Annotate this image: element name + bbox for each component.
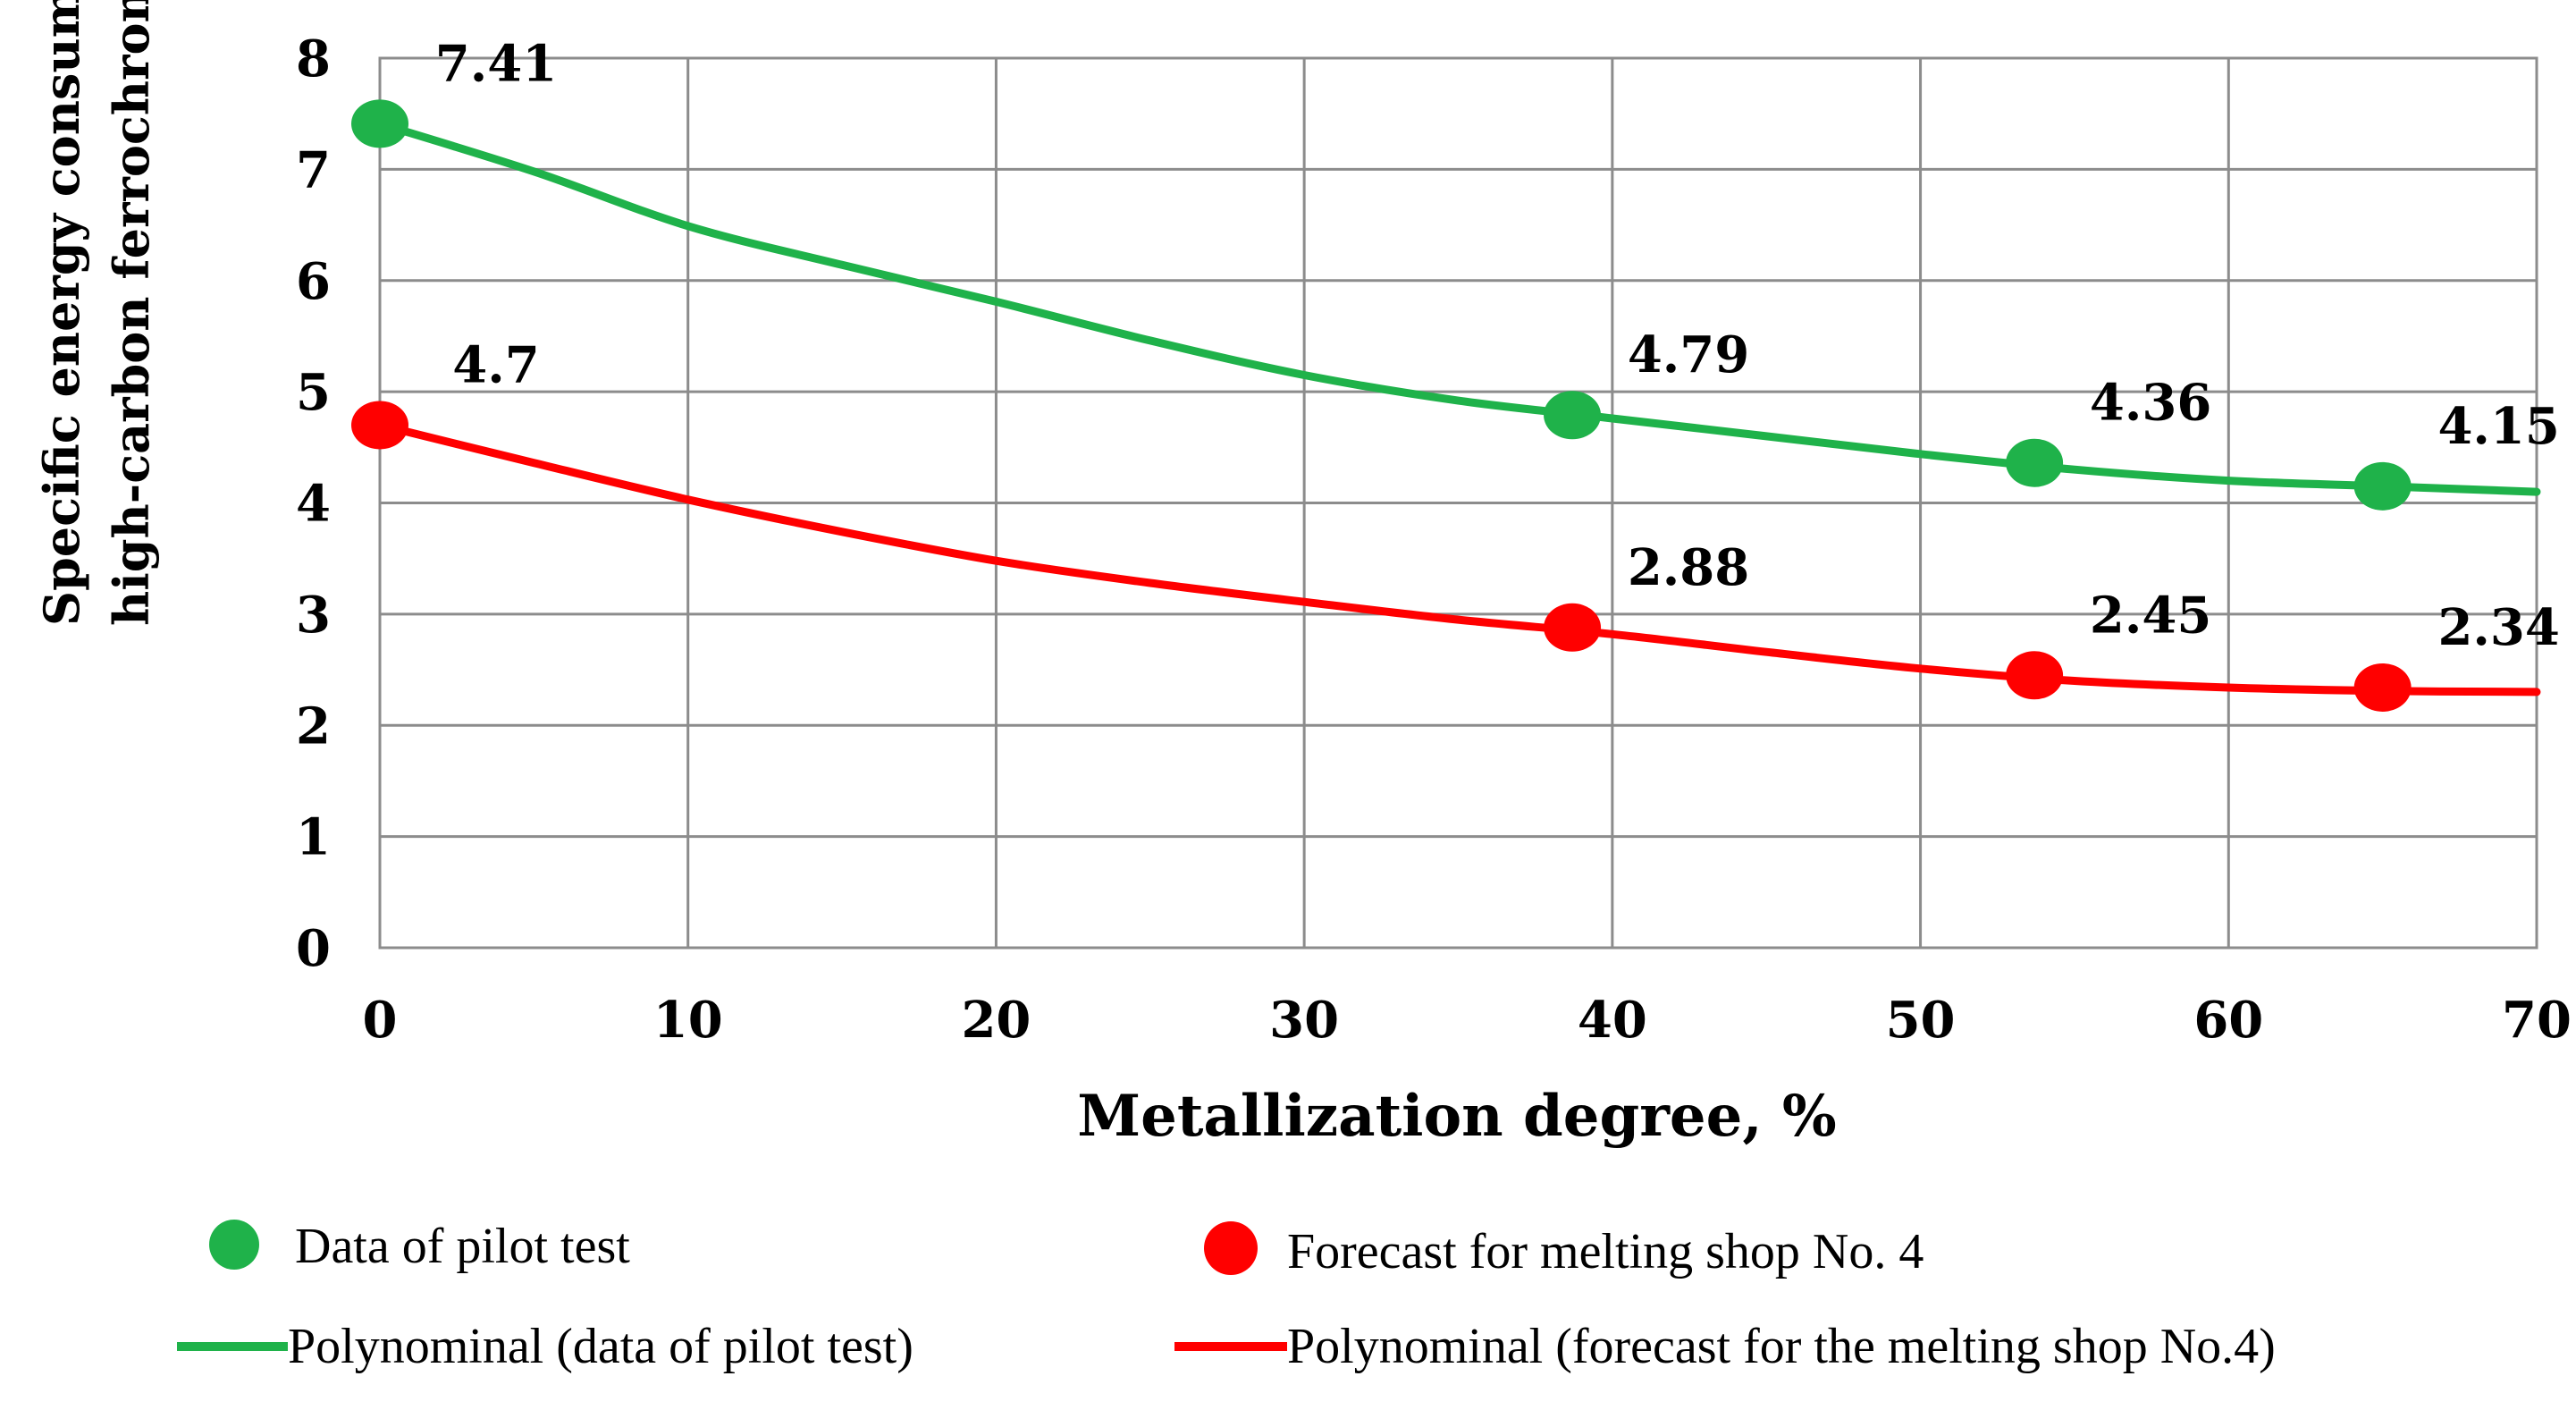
legend-item-forecast-trend: Polynominal (forecast for the melting sh…: [1174, 1319, 2276, 1374]
y-tick-label: 2: [296, 697, 331, 756]
legend-label-pilot-trend: Polynominal (data of pilot test): [288, 1319, 913, 1374]
data-label: 4.15: [2437, 397, 2559, 456]
data-point: [351, 401, 408, 450]
y-axis-title: Specific energy consumption MW·h/t of hi…: [33, 0, 160, 626]
trend-line-3: [375, 420, 2541, 697]
x-axis-title: Metallization degree, %: [1077, 1083, 1836, 1150]
data-point: [2006, 438, 2064, 487]
legend-item-pilot-trend: Polynominal (data of pilot test): [177, 1319, 913, 1374]
x-axis-ticks: 0 10 20 30 40 50 60 70: [363, 991, 2572, 1050]
y-tick-label: 1: [296, 808, 331, 867]
data-points: [351, 99, 2412, 712]
x-tick-label: 30: [1269, 991, 1339, 1050]
data-point: [1544, 391, 1602, 440]
x-tick-label: 60: [2193, 991, 2263, 1050]
x-tick-label: 50: [1886, 991, 1956, 1050]
legend-item-pilot-data: Data of pilot test: [209, 1219, 630, 1274]
y-tick-label: 6: [296, 252, 331, 311]
trend-line-2: [375, 119, 2541, 496]
data-point: [1544, 603, 1602, 652]
legend-label-forecast: Forecast for melting shop No. 4: [1287, 1224, 1924, 1279]
legend-label-pilot-data: Data of pilot test: [295, 1219, 630, 1274]
data-label: 4.79: [1628, 325, 1749, 384]
legend-symbol-forecast: [1204, 1221, 1258, 1275]
y-axis-title-line-1: Specific energy consumption MW·h/t of: [33, 0, 90, 626]
data-label: 7.41: [435, 34, 557, 93]
data-point: [2006, 651, 2064, 700]
trend-lines: [375, 119, 2541, 697]
data-point: [2353, 461, 2412, 511]
data-point: [2353, 663, 2412, 712]
y-tick-label: 0: [296, 919, 331, 978]
data-label: 4.36: [2090, 374, 2211, 433]
y-axis-title-line-2: high-carbon ferrochromium: [103, 0, 160, 626]
legend-symbol-pilot-data: [209, 1220, 259, 1270]
legend: Data of pilot test Forecast for melting …: [177, 1219, 2276, 1374]
x-tick-label: 20: [961, 991, 1031, 1050]
x-tick-label: 70: [2502, 991, 2572, 1050]
data-label: 2.34: [2437, 598, 2559, 657]
y-tick-label: 5: [296, 363, 331, 422]
y-tick-label: 3: [296, 586, 331, 645]
data-label: 2.45: [2090, 586, 2211, 645]
y-axis-ticks: 0 1 2 3 4 5 6 7 8: [296, 30, 331, 978]
x-tick-label: 10: [653, 991, 723, 1050]
data-point: [351, 99, 408, 148]
y-tick-label: 8: [296, 30, 331, 89]
plot-area-frame: [378, 56, 2538, 950]
data-label: 2.88: [1628, 538, 1749, 597]
data-labels: 7.41 4.79 4.36 4.15 4.7 2.88 2.45 2.34: [435, 34, 2560, 657]
y-tick-label: 4: [296, 475, 331, 534]
legend-item-forecast: Forecast for melting shop No. 4: [1204, 1221, 1924, 1279]
gridlines: [378, 56, 2538, 950]
x-tick-label: 0: [363, 991, 398, 1050]
legend-label-forecast-trend: Polynominal (forecast for the melting sh…: [1287, 1319, 2276, 1374]
x-tick-label: 40: [1578, 991, 1647, 1050]
y-tick-label: 7: [296, 140, 331, 199]
data-label: 4.7: [452, 335, 539, 394]
